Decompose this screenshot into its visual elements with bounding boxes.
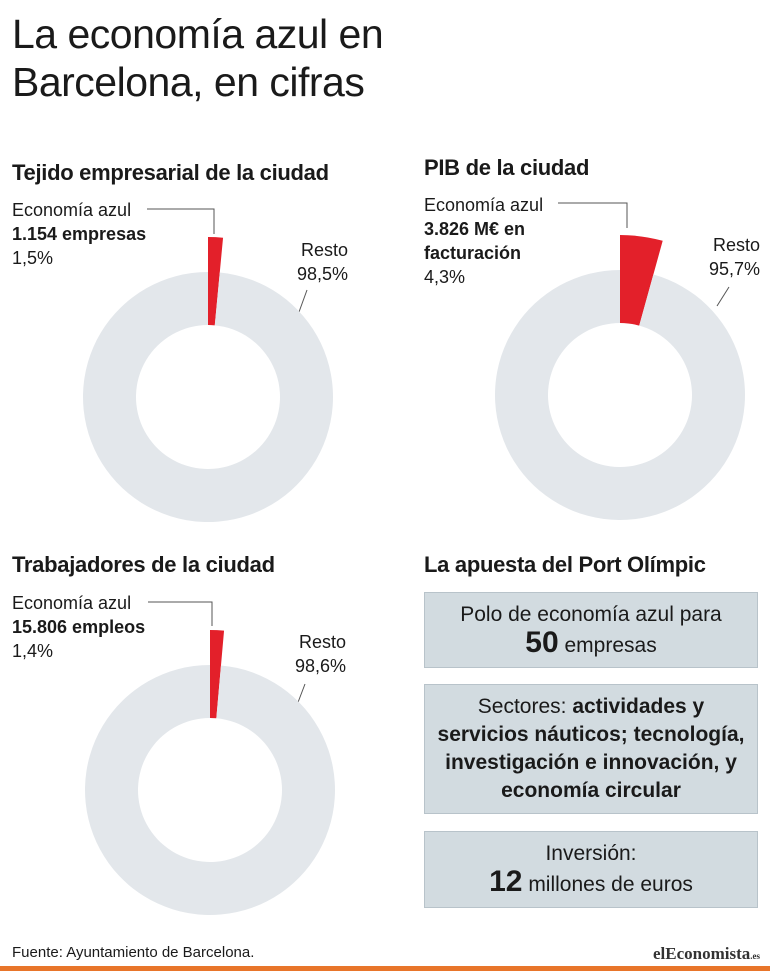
logo-part: Economista [665, 944, 751, 963]
slice-label: Economía azul 3.826 M€ en facturación 4,3% [424, 193, 554, 289]
highlight-slice [620, 235, 663, 326]
leader-line [296, 683, 306, 706]
slice-label: Economía azul 15.806 empleos 1,4% [12, 591, 212, 663]
slice [495, 270, 745, 520]
box-tail: empresas [564, 633, 657, 657]
box-body: actividades y servicios náuticos; tecnol… [437, 695, 745, 802]
slice-label: Resto 98,6% [295, 630, 346, 678]
slice [85, 665, 336, 915]
chart-title: PIB de la ciudad [424, 155, 590, 180]
logo: elEconomista.es [653, 944, 760, 964]
category-label: Resto [298, 632, 346, 652]
source: Fuente: Ayuntamiento de Barcelona. [12, 944, 255, 961]
annotation: 1.154 empresas [12, 224, 147, 244]
category-label: Economía azul [12, 200, 132, 220]
category-label: Resto [300, 240, 348, 260]
box-text: Sectores: actividades y servicios náutic… [437, 693, 745, 805]
value-label: 98,6% [294, 656, 346, 676]
highlight-slice [210, 630, 225, 719]
section-title: La apuesta del Port Olímpic [424, 552, 706, 577]
value-label: 95,7% [708, 259, 760, 279]
info-box: Sectores: actividades y servicios náutic… [424, 684, 758, 814]
box-tail: millones de euros [528, 873, 693, 896]
chart-title: Tejido empresarial de la ciudad [12, 160, 329, 185]
annotation: 3.826 M€ en facturación [424, 219, 526, 263]
page-title: La economía azul en Barcelona, en cifras [12, 11, 384, 105]
annotation: 15.806 empleos [12, 617, 146, 637]
slice-label: Resto 98,5% [297, 238, 348, 286]
leader-line [716, 286, 730, 307]
leader-line [148, 601, 213, 626]
slice-label: Resto 95,7% [709, 233, 760, 281]
slice-label: Economía azul 1.154 empresas 1,5% [12, 198, 212, 270]
slice [83, 272, 334, 522]
category-label: Economía azul [12, 593, 132, 613]
value-label: 1,5% [12, 248, 54, 268]
box-number: 50 [525, 625, 559, 659]
value-label: 98,5% [296, 264, 348, 284]
category-label: Economía azul [424, 195, 544, 215]
highlight-slice [208, 237, 224, 326]
category-label: Resto [712, 235, 760, 255]
leader-line [558, 202, 628, 228]
value-label: 4,3% [424, 267, 466, 287]
box-lead: Polo de economía azul para [460, 602, 722, 626]
box-lead: Sectores: [477, 695, 567, 718]
chart-title: Trabajadores de la ciudad [12, 552, 275, 577]
leader-line [147, 208, 215, 234]
bottom-rule [0, 966, 770, 971]
logo-part: el [652, 944, 666, 963]
box-lead: Inversión: [545, 842, 637, 865]
leader-line [298, 289, 308, 313]
logo-part: .es [750, 951, 760, 961]
box-text: Inversión: 12 millones de euros [489, 840, 693, 899]
info-box: Polo de economía azul para 50 empresas [424, 592, 758, 668]
info-box: Inversión: 12 millones de euros [424, 831, 758, 908]
box-text: Polo de economía azul para 50 empresas [460, 601, 722, 660]
leader-lines [147, 202, 730, 706]
value-label: 1,4% [12, 641, 54, 661]
box-number: 12 [489, 865, 523, 898]
